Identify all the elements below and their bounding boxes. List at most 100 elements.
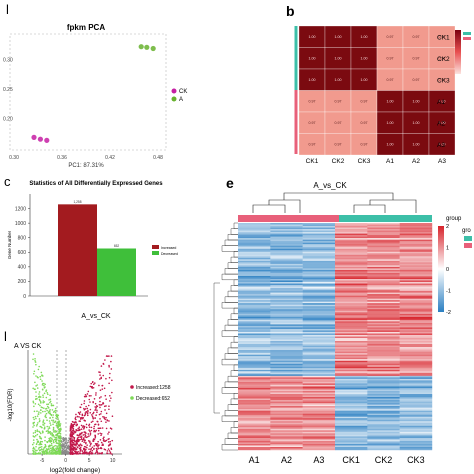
heatmap-cell — [238, 333, 271, 336]
volcano-point-decreased — [55, 434, 57, 437]
heatmap-cell — [399, 301, 433, 304]
heatmap-cell — [399, 274, 433, 277]
volcano-point-increased — [97, 440, 99, 443]
heatmap-cell — [238, 304, 271, 307]
volcano-point-increased — [102, 415, 104, 418]
heatmap-cell — [238, 239, 271, 242]
heatmap-cell — [367, 278, 400, 281]
heatmap-cell — [367, 394, 400, 396]
volcano-point-increased — [90, 414, 93, 416]
heatmap-cell — [335, 288, 368, 290]
volcano-point-increased — [77, 429, 80, 432]
heatmap-cell — [270, 381, 303, 384]
volcano-point-ns — [62, 452, 65, 454]
heatmap-cell — [399, 297, 433, 299]
heatmap-cell — [238, 268, 271, 271]
heatmap-cell — [270, 350, 303, 352]
heatmap-cell — [302, 431, 336, 434]
volcano-point-increased — [85, 395, 88, 397]
heatmap-cell — [367, 383, 400, 386]
heatmap-cell — [399, 369, 433, 372]
corr-cell-label: 0.97 — [335, 121, 342, 125]
volcano-point-decreased — [48, 420, 51, 422]
heatmap-cell — [367, 233, 400, 236]
volcano-point-increased — [105, 412, 108, 415]
panel-letter-a: l — [6, 2, 9, 17]
heatmap-cell — [367, 427, 400, 430]
volcano-point-decreased — [56, 446, 59, 448]
volcano-point-decreased — [37, 448, 40, 450]
heatmap-cell — [399, 316, 433, 319]
volcano-point-decreased — [54, 429, 56, 432]
heatmap-cell — [302, 331, 336, 334]
heatmap-cell — [238, 398, 271, 401]
heatmap-cell — [238, 381, 271, 384]
heatmap-cell — [399, 324, 433, 327]
volcano-point-ns — [65, 447, 68, 449]
volcano-point-increased — [104, 394, 107, 397]
heatmap-cell — [367, 242, 400, 245]
volcano-point-decreased — [45, 430, 48, 433]
heatmap-cell — [302, 309, 336, 311]
volcano-point-decreased — [39, 432, 42, 435]
heatmap-cell — [238, 374, 271, 377]
heatmap-cell — [270, 357, 303, 360]
volcano-point-increased — [93, 447, 95, 450]
volcano-point-decreased — [55, 442, 58, 444]
volcano-point-increased — [83, 395, 86, 398]
volcano-point-increased — [95, 414, 97, 416]
volcano-point-increased — [89, 440, 91, 443]
heatmap-cell — [367, 369, 400, 372]
heatmap-cell — [238, 330, 271, 333]
heatmap-cell — [302, 381, 336, 384]
volcano-point-increased — [97, 429, 100, 432]
heatmap-cell — [367, 413, 400, 416]
volcano-point-increased — [85, 452, 88, 454]
heatmap-cell — [270, 413, 303, 416]
heatmap-cell — [270, 436, 303, 439]
heatmap-cell — [335, 232, 368, 234]
heatmap-cell — [238, 384, 271, 387]
volcano-point-decreased — [46, 419, 48, 421]
heatmap-cell — [238, 404, 271, 407]
heatmap-cell — [399, 303, 433, 305]
heatmap-cell — [302, 310, 336, 313]
volcano-point-increased — [94, 436, 97, 439]
heatmap-cell — [270, 319, 303, 322]
heatmap-legend-group-ck — [464, 236, 472, 241]
heatmap-cell — [399, 419, 433, 422]
heatmap-cell — [270, 415, 303, 417]
heatmap-cell — [399, 421, 433, 423]
heatmap-cell — [367, 401, 400, 404]
pca-title: fpkm PCA — [67, 23, 105, 32]
heatmap-cell — [335, 389, 368, 392]
heatmap-cell — [399, 439, 433, 442]
volcano-point-decreased — [59, 443, 62, 445]
volcano-point-decreased — [45, 412, 48, 415]
heatmap-cell — [302, 356, 336, 358]
volcano-point-increased — [90, 429, 93, 432]
volcano-point-increased — [71, 434, 73, 437]
heatmap-cell — [335, 380, 368, 383]
heatmap-cell — [399, 250, 433, 252]
volcano-point-decreased — [57, 426, 59, 429]
corr-cell-label: 0.97 — [439, 78, 446, 82]
volcano-point-increased — [108, 355, 110, 357]
volcano-point-increased — [80, 435, 83, 438]
volcano-point-increased — [69, 430, 72, 432]
volcano-point-decreased — [48, 427, 51, 429]
volcano-point-increased — [81, 440, 84, 443]
heatmap-cell — [238, 282, 271, 284]
volcano-point-increased — [95, 394, 97, 396]
heatmap-cell — [238, 269, 271, 272]
heatmap-cell — [302, 351, 336, 354]
heatmap-cell — [302, 348, 336, 351]
heatmap-cell — [270, 416, 303, 419]
heatmap-cell — [238, 354, 271, 357]
corr-scale-bar — [455, 30, 461, 74]
heatmap-cell — [302, 232, 336, 234]
heatmap-cell — [270, 325, 303, 328]
heatmap-cell — [270, 271, 303, 274]
heatmap-cell — [238, 241, 271, 243]
volcano-point-decreased — [33, 410, 36, 413]
